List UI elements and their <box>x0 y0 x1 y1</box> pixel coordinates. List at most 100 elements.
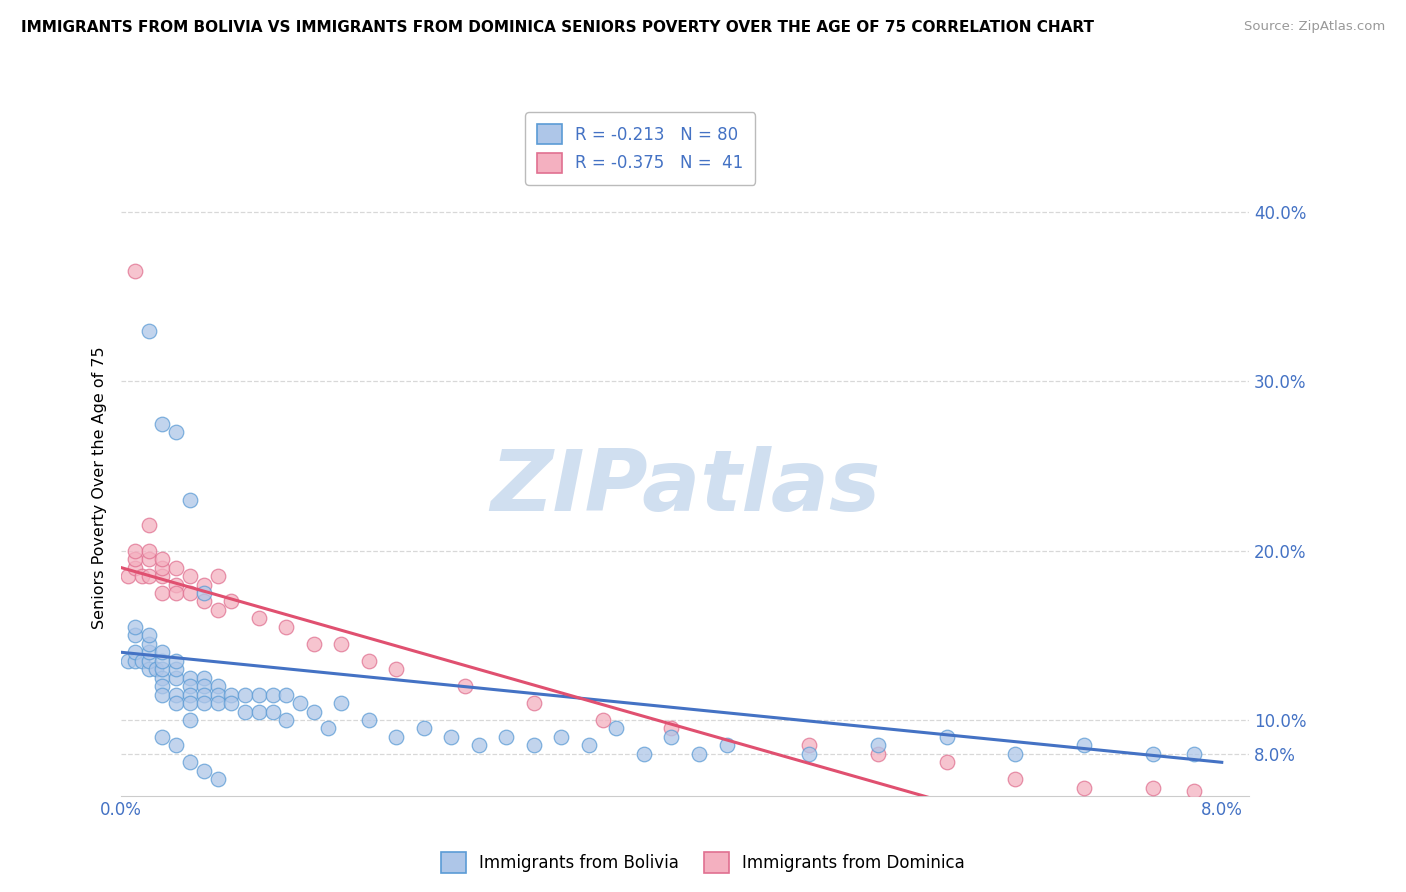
Point <box>276 688 298 702</box>
Point <box>330 637 353 651</box>
Point <box>179 679 201 693</box>
Point <box>276 620 298 634</box>
Point <box>247 611 270 625</box>
Point <box>138 662 160 676</box>
Point <box>179 492 201 507</box>
Point <box>138 654 160 668</box>
Point <box>138 569 160 583</box>
Point <box>193 594 215 608</box>
Point <box>357 654 380 668</box>
Point <box>550 730 572 744</box>
Point <box>1182 784 1205 798</box>
Point <box>165 662 187 676</box>
Point <box>440 730 463 744</box>
Point <box>124 628 146 642</box>
Point <box>219 696 242 710</box>
Point <box>262 688 284 702</box>
Point <box>523 696 546 710</box>
Point <box>152 645 174 659</box>
Point <box>124 264 146 278</box>
Point <box>152 679 174 693</box>
Point <box>247 705 270 719</box>
Point <box>207 696 229 710</box>
Point <box>179 713 201 727</box>
Text: ZIPatlas: ZIPatlas <box>491 446 880 529</box>
Point <box>1004 747 1026 761</box>
Point <box>138 628 160 642</box>
Point <box>454 679 477 693</box>
Point <box>316 722 339 736</box>
Point <box>302 705 325 719</box>
Point <box>330 696 353 710</box>
Point <box>152 560 174 574</box>
Point <box>152 688 174 702</box>
Point <box>124 560 146 574</box>
Point <box>523 739 546 753</box>
Point <box>131 569 153 583</box>
Point <box>131 654 153 668</box>
Point <box>233 688 256 702</box>
Point <box>165 577 187 591</box>
Point <box>1073 780 1095 795</box>
Point <box>412 722 434 736</box>
Point <box>357 713 380 727</box>
Point <box>179 671 201 685</box>
Point <box>1142 780 1164 795</box>
Point <box>1073 739 1095 753</box>
Point <box>605 722 627 736</box>
Point <box>247 688 270 702</box>
Point <box>207 772 229 787</box>
Point <box>193 679 215 693</box>
Point <box>179 756 201 770</box>
Point <box>207 603 229 617</box>
Point <box>385 730 408 744</box>
Point <box>207 569 229 583</box>
Point <box>138 324 160 338</box>
Point <box>138 552 160 566</box>
Point <box>233 705 256 719</box>
Point <box>152 671 174 685</box>
Point <box>165 671 187 685</box>
Point <box>935 730 957 744</box>
Point <box>262 705 284 719</box>
Point <box>117 569 139 583</box>
Text: Source: ZipAtlas.com: Source: ZipAtlas.com <box>1244 20 1385 33</box>
Point <box>152 730 174 744</box>
Point <box>1142 747 1164 761</box>
Point <box>193 577 215 591</box>
Point <box>165 739 187 753</box>
Point <box>661 730 683 744</box>
Point <box>661 722 683 736</box>
Point <box>152 654 174 668</box>
Point <box>716 739 738 753</box>
Point <box>495 730 517 744</box>
Point <box>165 654 187 668</box>
Point <box>219 594 242 608</box>
Point <box>219 688 242 702</box>
Point <box>592 713 614 727</box>
Point <box>207 688 229 702</box>
Point <box>302 637 325 651</box>
Point <box>866 747 889 761</box>
Point <box>124 620 146 634</box>
Point <box>193 688 215 702</box>
Legend: Immigrants from Bolivia, Immigrants from Dominica: Immigrants from Bolivia, Immigrants from… <box>434 846 972 880</box>
Point <box>193 764 215 778</box>
Point <box>117 654 139 668</box>
Point <box>145 662 167 676</box>
Point <box>866 739 889 753</box>
Point <box>468 739 491 753</box>
Point <box>124 543 146 558</box>
Point <box>193 671 215 685</box>
Point <box>124 645 146 659</box>
Point <box>288 696 311 710</box>
Point <box>152 417 174 431</box>
Point <box>138 637 160 651</box>
Point <box>138 645 160 659</box>
Point <box>152 586 174 600</box>
Point <box>633 747 655 761</box>
Point <box>179 569 201 583</box>
Point <box>193 586 215 600</box>
Text: IMMIGRANTS FROM BOLIVIA VS IMMIGRANTS FROM DOMINICA SENIORS POVERTY OVER THE AGE: IMMIGRANTS FROM BOLIVIA VS IMMIGRANTS FR… <box>21 20 1094 35</box>
Point <box>207 679 229 693</box>
